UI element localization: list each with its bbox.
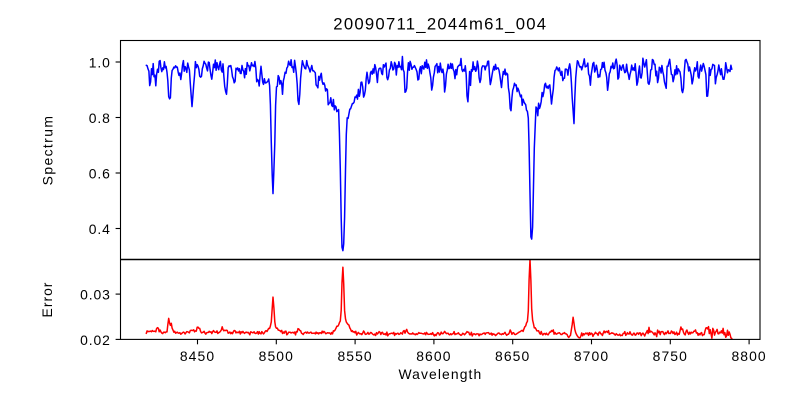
svg-text:Spectrum: Spectrum: [39, 115, 55, 186]
svg-text:0.8: 0.8: [89, 110, 111, 126]
svg-text:1.0: 1.0: [89, 55, 111, 71]
svg-text:8500: 8500: [259, 348, 294, 364]
svg-text:8650: 8650: [495, 348, 530, 364]
svg-text:0.03: 0.03: [80, 287, 111, 303]
svg-text:8600: 8600: [416, 348, 451, 364]
svg-text:0.6: 0.6: [89, 166, 111, 182]
svg-text:20090711_2044m61_004: 20090711_2044m61_004: [333, 15, 547, 34]
svg-text:8750: 8750: [653, 348, 688, 364]
svg-text:8700: 8700: [574, 348, 609, 364]
svg-text:Error: Error: [39, 282, 55, 318]
svg-text:0.02: 0.02: [80, 332, 111, 348]
svg-text:8450: 8450: [180, 348, 215, 364]
svg-text:Wavelength: Wavelength: [398, 366, 482, 382]
svg-text:8800: 8800: [731, 348, 766, 364]
svg-text:8550: 8550: [337, 348, 372, 364]
svg-text:0.4: 0.4: [89, 221, 111, 237]
